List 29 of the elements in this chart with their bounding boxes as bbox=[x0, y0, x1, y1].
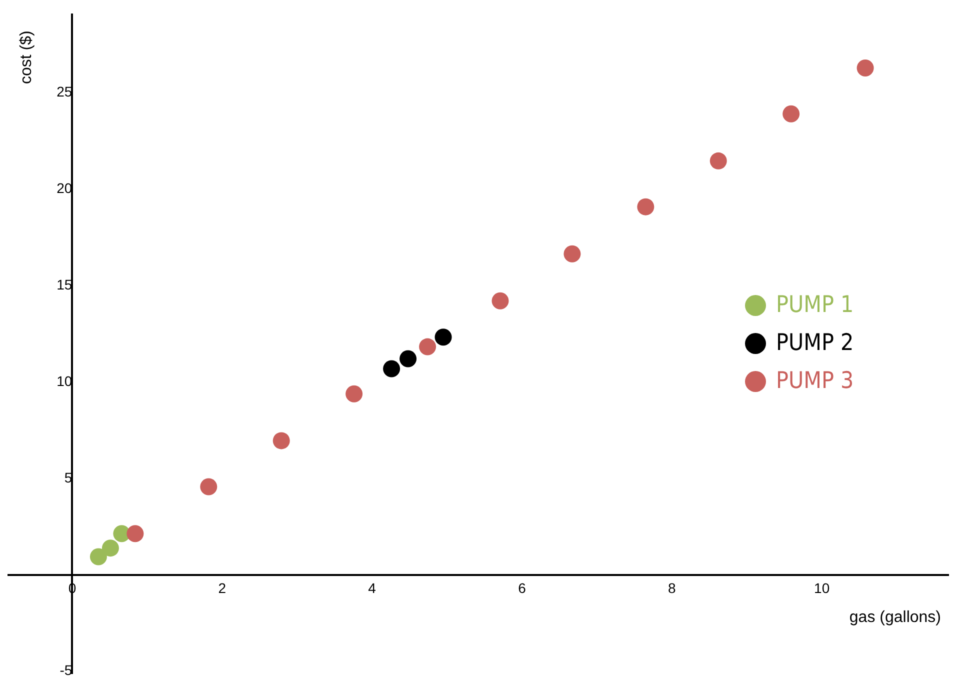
point bbox=[856, 60, 874, 76]
x-axis-title: gas (gallons) bbox=[849, 609, 941, 627]
point bbox=[102, 540, 119, 557]
legend-label: PUMP 3 bbox=[776, 368, 854, 394]
point bbox=[710, 152, 727, 170]
legend-label: PUMP 2 bbox=[776, 330, 854, 356]
point bbox=[346, 385, 363, 402]
point bbox=[200, 478, 218, 496]
y-tick-label: 15 bbox=[56, 276, 72, 293]
point bbox=[419, 338, 436, 356]
y-tick-label: -5 bbox=[60, 662, 72, 678]
point bbox=[400, 350, 417, 368]
point bbox=[272, 432, 290, 450]
y-tick-label: 25 bbox=[56, 84, 72, 100]
point bbox=[126, 525, 144, 542]
point bbox=[492, 292, 509, 310]
point bbox=[782, 105, 800, 122]
point bbox=[90, 548, 107, 566]
y-axis-title: cost ($) bbox=[18, 30, 36, 84]
x-tick-label: 6 bbox=[518, 580, 526, 596]
x-tick-label: 4 bbox=[368, 580, 376, 596]
point bbox=[564, 245, 581, 262]
point bbox=[383, 360, 400, 378]
point bbox=[434, 328, 452, 346]
legend-label: PUMP 1 bbox=[776, 292, 854, 318]
x-tick-label: 10 bbox=[814, 580, 830, 596]
point bbox=[637, 198, 654, 216]
x-tick-label: 8 bbox=[668, 580, 676, 596]
x-tick-label: 2 bbox=[218, 580, 226, 596]
